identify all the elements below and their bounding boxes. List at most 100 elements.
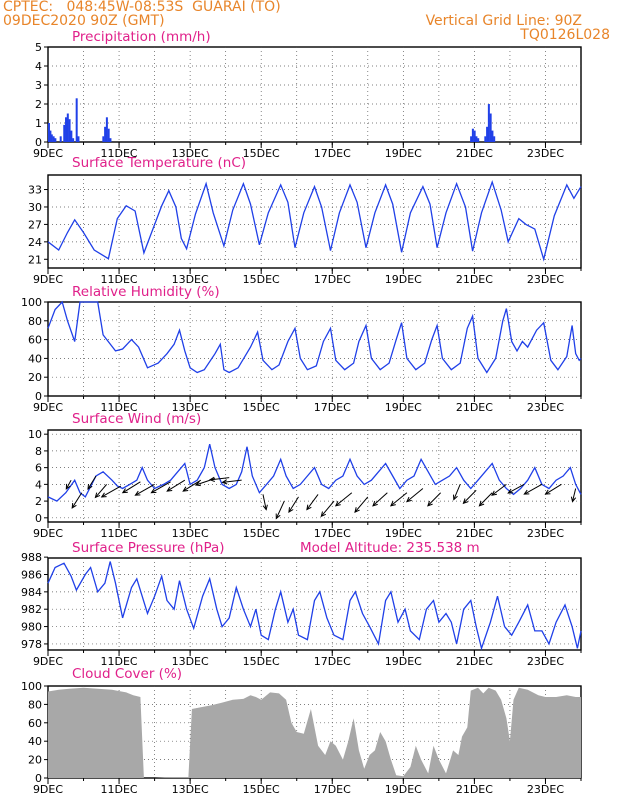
wind-ytick-label: 4 xyxy=(35,478,42,491)
pressure-xtick-label: 13DEC xyxy=(172,655,209,668)
temp-ytick-label: 21 xyxy=(28,253,42,266)
precip-bar xyxy=(75,98,78,142)
temp-xtick-label: 9DEC xyxy=(33,273,63,286)
cloud-area xyxy=(48,687,581,778)
precip-bar xyxy=(66,113,69,142)
pressure-frame xyxy=(47,557,582,651)
cloud-ytick-label: 20 xyxy=(28,754,42,767)
pressure-ytick-label: 980 xyxy=(21,621,42,634)
precip-ytick-label: 0 xyxy=(35,136,42,149)
wind-series-line xyxy=(47,444,582,502)
temp-ytick-label: 27 xyxy=(28,218,42,231)
wind-arrow-head xyxy=(166,486,173,492)
wind-arrow xyxy=(507,483,525,494)
precip-xtick-label: 19DEC xyxy=(385,147,422,160)
wind-ytick-label: 10 xyxy=(28,428,42,441)
cloud-ytick-label: 0 xyxy=(35,772,42,785)
wind-arrow-head xyxy=(65,483,71,490)
precip-xtick-label: 13DEC xyxy=(172,147,209,160)
wind-ytick-label: 6 xyxy=(35,462,42,475)
wind-arrow xyxy=(182,479,202,492)
rh-ytick-label: 40 xyxy=(28,352,42,365)
title-humidity: Relative Humidity (%) xyxy=(72,284,220,300)
cloud-xtick-label: 15DEC xyxy=(243,783,280,796)
wind-arrow xyxy=(390,492,408,507)
wind-arrow xyxy=(95,484,108,498)
title-pressure: Surface Pressure (hPa) xyxy=(72,540,225,556)
pressure-ytick-label: 984 xyxy=(21,586,42,599)
wind-arrow xyxy=(209,477,230,481)
wind-arrow-head xyxy=(478,500,485,507)
temp-xtick-label: 23DEC xyxy=(527,273,564,286)
wind-arrow xyxy=(571,488,577,502)
wind-arrow xyxy=(122,481,141,494)
precip-bar xyxy=(72,138,75,142)
pressure-xtick-label: 9DEC xyxy=(33,655,63,668)
temp-ytick-label: 24 xyxy=(28,236,42,249)
precip-bar xyxy=(491,130,494,142)
title-temperature: Surface Temperature (nC) xyxy=(72,155,247,171)
cloud-ytick-label: 60 xyxy=(28,717,42,730)
precip-bar xyxy=(68,119,71,142)
precip-bar xyxy=(470,136,473,142)
wind-arrow xyxy=(453,484,461,500)
pressure-ytick-label: 978 xyxy=(21,638,42,651)
wind-arrow xyxy=(524,483,543,495)
precip-bar xyxy=(477,138,480,142)
wind-arrow-head xyxy=(320,511,327,518)
header-code: TQ0126L028 xyxy=(520,27,610,43)
wind-arrow-head xyxy=(275,513,281,520)
precip-bar xyxy=(52,136,55,142)
wind-frame xyxy=(47,429,582,523)
rh-xtick-label: 21DEC xyxy=(456,401,493,414)
wind-arrow xyxy=(320,500,335,517)
wind-arrow xyxy=(288,496,299,513)
wind-arrow xyxy=(87,475,97,490)
wind-arrow xyxy=(166,479,186,492)
temp-xtick-label: 11DEC xyxy=(101,273,138,286)
wind-arrow-head xyxy=(354,507,360,513)
wind-xtick-label: 19DEC xyxy=(385,527,422,540)
pressure-xtick-label: 23DEC xyxy=(527,655,564,668)
cloud-xtick-label: 19DEC xyxy=(385,783,422,796)
cloud-xtick-label: 21DEC xyxy=(456,783,493,796)
precip-bar xyxy=(109,138,112,142)
precip-bar xyxy=(47,123,50,142)
rh-xtick-label: 13DEC xyxy=(172,401,209,414)
wind-arrow-head xyxy=(544,489,551,495)
precip-ytick-label: 4 xyxy=(35,60,42,73)
precip-bar xyxy=(493,136,496,142)
temp-ytick-label: 30 xyxy=(28,201,42,214)
pressure-ytick-label: 982 xyxy=(21,603,42,616)
rh-ytick-label: 80 xyxy=(28,315,42,328)
temp-xtick-label: 17DEC xyxy=(314,273,351,286)
rh-xtick-label: 11DEC xyxy=(101,401,138,414)
header-grid-note: Vertical Grid Line: 90Z xyxy=(425,13,582,29)
pressure-xtick-label: 11DEC xyxy=(101,655,138,668)
wind-arrow xyxy=(135,483,155,496)
wind-arrow-head xyxy=(150,488,157,494)
wind-arrow xyxy=(406,488,424,502)
cloud-ytick-label: 40 xyxy=(28,735,42,748)
rh-ytick-label: 0 xyxy=(35,390,42,403)
precip-frame xyxy=(47,46,582,143)
wind-arrow-head xyxy=(194,481,201,487)
pressure-xtick-label: 15DEC xyxy=(243,655,280,668)
precip-bar xyxy=(77,136,80,142)
precip-xtick-label: 11DEC xyxy=(101,147,138,160)
precip-xtick-label: 15DEC xyxy=(243,147,280,160)
wind-arrow xyxy=(335,492,353,507)
wind-xtick-label: 11DEC xyxy=(101,527,138,540)
wind-xtick-label: 17DEC xyxy=(314,527,351,540)
rh-ytick-label: 60 xyxy=(28,334,42,347)
pressure-ytick-label: 986 xyxy=(21,568,42,581)
precip-bar xyxy=(54,138,57,142)
wind-arrow xyxy=(479,492,493,507)
precip-bar xyxy=(104,126,107,142)
wind-arrow xyxy=(222,479,242,483)
rh-xtick-label: 17DEC xyxy=(314,401,351,414)
rh-xtick-label: 15DEC xyxy=(243,401,280,414)
wind-arrow-head xyxy=(507,488,514,494)
rh-ytick-label: 20 xyxy=(28,371,42,384)
